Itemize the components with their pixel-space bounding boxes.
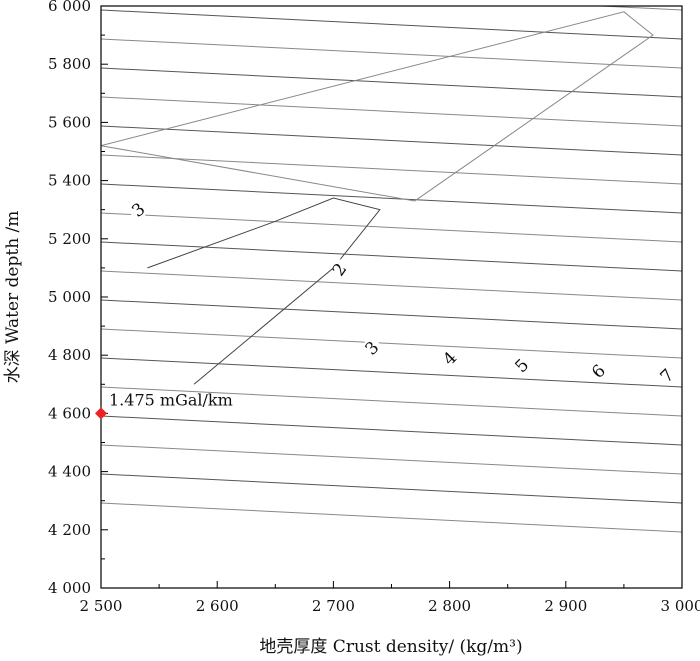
contour-label-mask (442, 348, 457, 368)
contour-line (101, 9, 682, 40)
contour-line (101, 67, 682, 98)
contour-label-mask (659, 365, 674, 385)
x-tick-label: 2 500 (80, 597, 123, 615)
marker-label: 1.475 mGal/km (109, 390, 233, 409)
y-tick-label: 5 600 (48, 113, 91, 131)
y-tick-label: 5 000 (48, 288, 91, 306)
x-tick-label: 2 700 (312, 597, 355, 615)
contour-line (101, 444, 682, 475)
y-axis: 4 000 4 200 4 400 4 600 4 800 5 000 5 200 5 400… (48, 0, 108, 597)
x-tick-label: 3 000 (661, 597, 700, 615)
y-tick-label: 5 800 (48, 55, 91, 73)
contour-line (101, 96, 682, 127)
x-tick-label: 2 600 (196, 597, 239, 615)
y-tick-label: 4 000 (48, 579, 91, 597)
contour-line (101, 502, 682, 533)
contour-line (101, 415, 682, 446)
y-tick-label: 4 800 (48, 346, 91, 364)
plot-frame (100, 5, 683, 589)
x-axis-title: 地壳厚度 Crust density/ (kg/m³) (259, 637, 522, 657)
x-axis: 2 500 2 600 2 700 2 800 2 900 3 000 (80, 581, 700, 615)
contour-line (101, 212, 682, 243)
contour-label-mask (332, 259, 347, 279)
contour-line (101, 154, 682, 185)
contour-line (101, 473, 682, 504)
marker-group: 1.475 mGal/km (95, 390, 233, 420)
contour-labels: 323 4 5 6 7 (128, 199, 678, 387)
y-tick-label: 4 600 (48, 404, 91, 422)
y-tick-label: 4 400 (48, 463, 91, 481)
contour-line (101, 357, 682, 388)
x-tick-label: 2 900 (544, 597, 587, 615)
y-tick-label: 6 000 (48, 0, 91, 15)
contour-line (101, 386, 682, 417)
contour-lines (101, 6, 682, 533)
contour-line (101, 183, 682, 214)
contour-line (101, 38, 682, 69)
contour-lobe-2 (147, 197, 381, 385)
contour-line (101, 125, 682, 156)
x-tick-label: 2 800 (428, 597, 471, 615)
contour-label-mask (131, 199, 146, 219)
contour-lobe-upper (101, 11, 654, 202)
contour-label-mask (364, 337, 379, 357)
contour-line (101, 241, 682, 272)
contour-line (101, 270, 682, 301)
y-tick-label: 5 400 (48, 172, 91, 190)
y-tick-label: 5 200 (48, 230, 91, 248)
contour-line (101, 299, 682, 330)
contour-label-mask (591, 361, 606, 381)
contour-label-mask (514, 355, 529, 375)
marker-diamond (95, 407, 107, 420)
y-tick-label: 4 200 (48, 521, 91, 539)
contour-line (101, 328, 682, 359)
y-axis-title: 水深 Water depth /m (3, 211, 23, 384)
